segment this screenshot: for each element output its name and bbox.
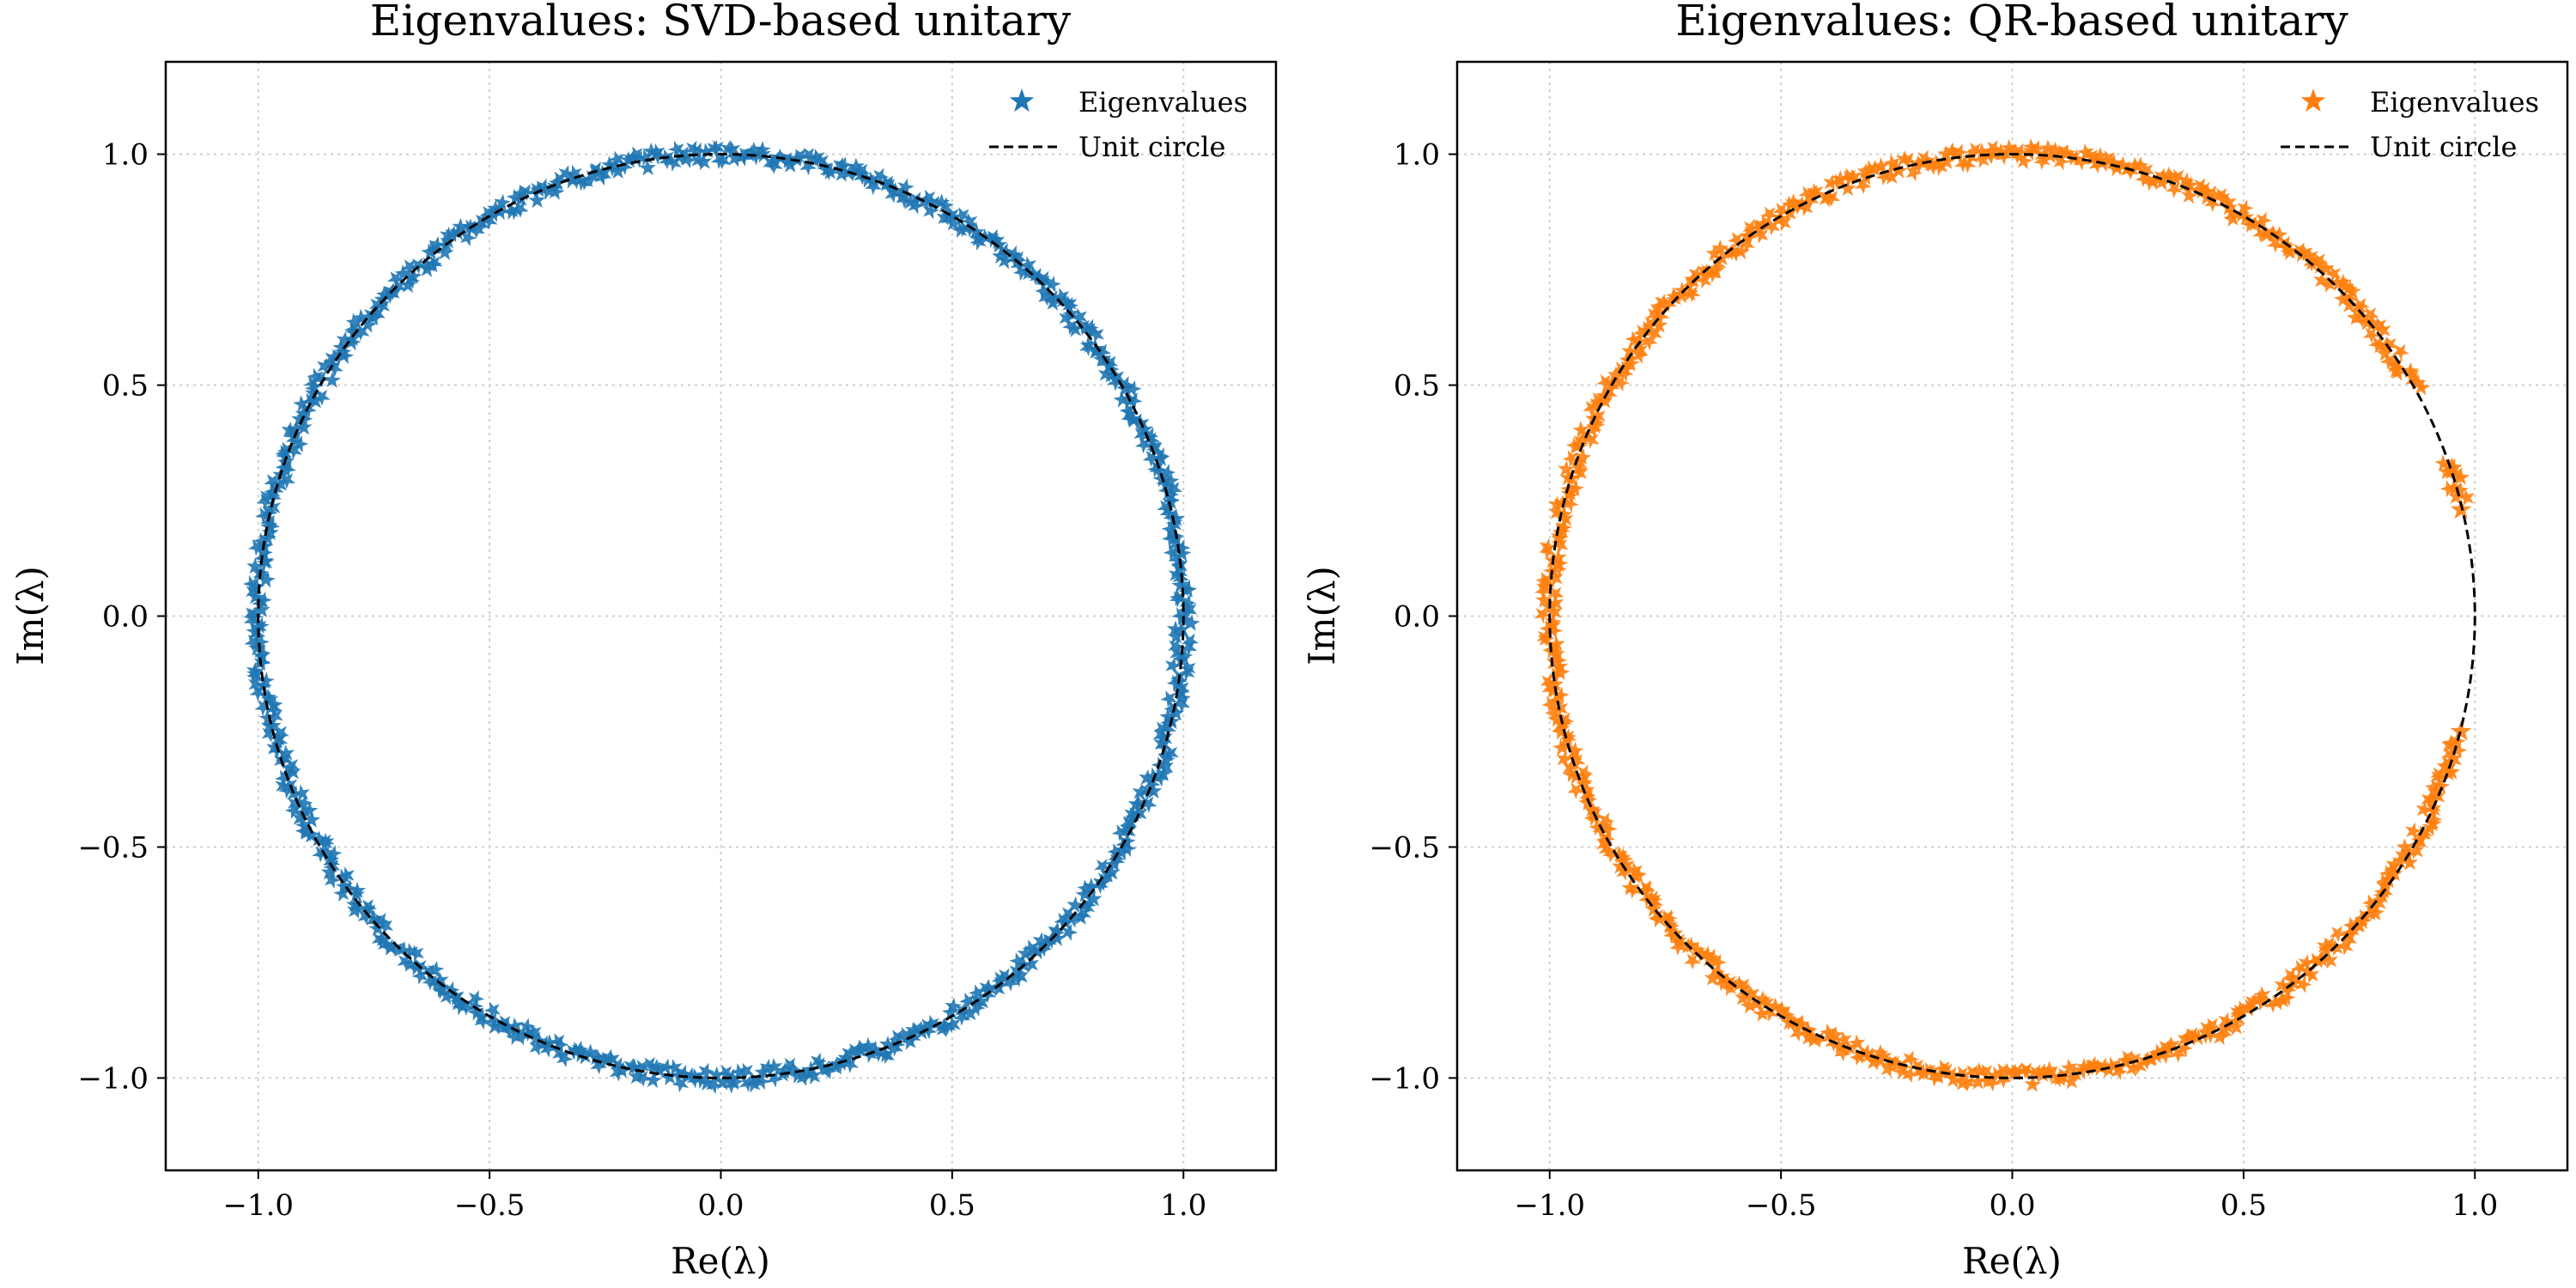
unit-circle-line: [1548, 153, 2476, 1079]
legend: Eigenvalues Unit circle: [989, 86, 1248, 163]
x-tick-label: 0.0: [697, 1188, 744, 1223]
chart-panel-qr: Eigenvalues: QR-based unitary −1.0 −0.5 0.…: [1301, 0, 2569, 1282]
x-tick-label: −1.0: [222, 1188, 294, 1223]
legend: Eigenvalues Unit circle: [2281, 86, 2539, 163]
x-tick-label: 1.0: [1160, 1188, 1206, 1223]
x-axis-label: Re(λ): [671, 1240, 770, 1282]
x-tick-label: 1.0: [2451, 1188, 2498, 1223]
legend-label-unit-circle: Unit circle: [2370, 131, 2517, 163]
ticks: −1.0 −0.5 0.0 0.5 1.0 1.0 0.5 0.0 −0.5 −1.0: [1369, 138, 2498, 1223]
unit-circle-line: [257, 153, 1185, 1079]
y-tick-label: −1.0: [1369, 1061, 1440, 1096]
y-tick-label: 1.0: [1394, 138, 1440, 173]
x-tick-label: 0.5: [929, 1188, 975, 1223]
x-tick-label: 0.5: [2221, 1188, 2267, 1223]
legend-label-eigenvalues: Eigenvalues: [2370, 86, 2539, 118]
y-tick-label: 0.0: [102, 600, 149, 635]
y-tick-label: 1.0: [102, 138, 149, 173]
legend-label-unit-circle: Unit circle: [1078, 131, 1225, 163]
x-axis-label: Re(λ): [1962, 1240, 2062, 1282]
plot-area: [166, 62, 1276, 1170]
y-axis-label: Im(λ): [9, 566, 52, 665]
y-tick-label: 0.5: [1394, 369, 1440, 404]
y-axis-label: Im(λ): [1301, 566, 1343, 665]
x-tick-label: −0.5: [454, 1188, 526, 1223]
y-tick-label: 0.0: [1394, 600, 1440, 635]
ticks: −1.0 −0.5 0.0 0.5 1.0 1.0 0.5 0.0 −0.5 −1.0: [77, 138, 1206, 1223]
legend-entry-eigenvalues: Eigenvalues: [1009, 86, 1248, 118]
y-tick-label: −0.5: [1369, 830, 1440, 865]
legend-entry-eigenvalues: Eigenvalues: [2300, 86, 2539, 118]
x-tick-label: −1.0: [1514, 1188, 1585, 1223]
plot-area: [1457, 62, 2567, 1170]
chart-title: Eigenvalues: QR-based unitary: [1675, 0, 2348, 46]
data-layer: [1531, 136, 2480, 1095]
data-layer: [240, 135, 1203, 1096]
y-tick-label: −0.5: [77, 830, 149, 865]
legend-entry-unit-circle: Unit circle: [989, 131, 1225, 163]
y-tick-label: −1.0: [77, 1061, 149, 1096]
chart-title: Eigenvalues: SVD-based unitary: [370, 0, 1072, 46]
legend-entry-unit-circle: Unit circle: [2281, 131, 2517, 163]
x-tick-label: −0.5: [1746, 1188, 1817, 1223]
y-tick-label: 0.5: [102, 369, 149, 404]
legend-label-eigenvalues: Eigenvalues: [1078, 86, 1248, 118]
chart-panel-svd: Eigenvalues: SVD-based unitary −1.0 −0.5 0…: [9, 0, 1278, 1282]
x-tick-label: 0.0: [1989, 1188, 2035, 1223]
